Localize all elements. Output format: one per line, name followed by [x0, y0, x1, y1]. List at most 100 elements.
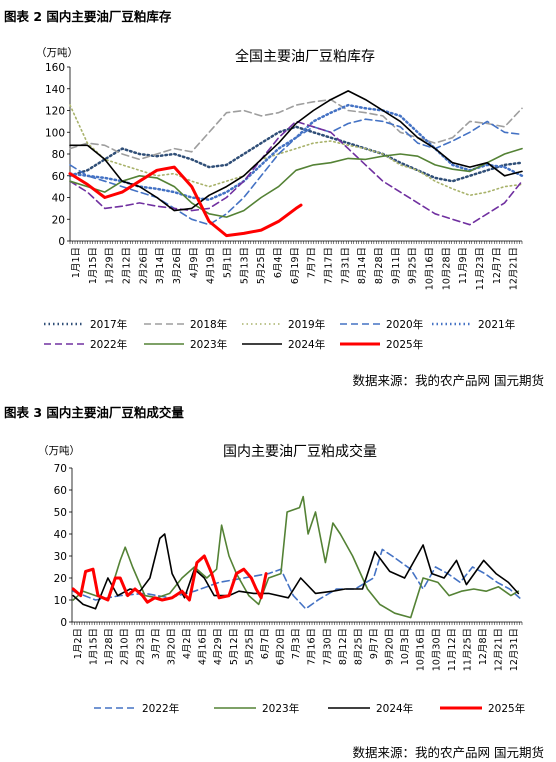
series-line-2019年 — [69, 104, 523, 197]
x-tick-label: 7月7日 — [307, 247, 318, 278]
series-line-2024年 — [72, 533, 520, 610]
x-tick-label: 6月20日 — [276, 628, 287, 665]
y-tick-label: 0 — [58, 236, 65, 248]
x-tick-label: 9月20日 — [385, 628, 396, 665]
x-tick-label: 1月15日 — [88, 247, 99, 284]
y-axis-unit: （万吨） — [36, 46, 78, 59]
source-note-1: 数据来源：我的农产品网 国元期货 — [352, 373, 544, 388]
legend-item: 2021年 — [432, 318, 515, 331]
series-line-2018年 — [69, 98, 523, 161]
x-tick-label: 10月3日 — [400, 628, 411, 665]
x-tick-label: 7月17日 — [323, 247, 334, 284]
legend-item: 2025年 — [340, 338, 423, 351]
x-tick-label: 1月15日 — [89, 628, 100, 665]
x-tick-label: 8月25日 — [353, 628, 364, 665]
x-tick-label: 5月25日 — [256, 247, 267, 284]
legend-item: 2025年 — [440, 702, 525, 715]
legend-label: 2024年 — [376, 702, 413, 715]
x-tick-label: 7月30日 — [322, 628, 333, 665]
y-tick-label: 0 — [60, 617, 67, 629]
x-tick-label: 2月10日 — [120, 628, 131, 665]
y-axis-unit: （万吨） — [38, 444, 80, 457]
y-tick-label: 160 — [45, 62, 65, 74]
x-tick-label: 10月28日 — [441, 247, 452, 290]
x-tick-label: 8月28日 — [374, 247, 385, 284]
inventory-chart: 全国主要油厂豆粕库存 （万吨） 0 20 40 60 80 100 120 140 160 1月1日 1… — [36, 46, 524, 351]
x-tick-label: 9月11日 — [391, 247, 402, 284]
series-line-2021年 — [68, 103, 524, 201]
x-tick-label: 1月29日 — [105, 247, 116, 284]
x-tick-label: 10月16日 — [424, 247, 435, 290]
x-tick-label: 4月29日 — [213, 628, 224, 665]
x-tick-label: 9月25日 — [408, 247, 419, 284]
x-tick-label: 4月16日 — [198, 628, 209, 665]
x-tick-label: 12月8日 — [478, 628, 489, 665]
x-tick-label: 8月12日 — [338, 628, 349, 665]
chart-title: 全国主要油厂豆粕库存 — [235, 48, 375, 65]
x-tick-label: 11月12日 — [447, 628, 458, 671]
x-tick-label: 2月12日 — [121, 247, 132, 284]
y-tick-label: 60 — [54, 485, 67, 497]
legend-item: 2024年 — [328, 702, 413, 715]
x-tick-label: 5月1日 — [222, 247, 233, 278]
x-tick-label: 8月14日 — [357, 247, 368, 284]
x-tick-label: 6月19日 — [290, 247, 301, 284]
legend-item: 2017年 — [44, 318, 127, 331]
chart-title: 国内主要油厂豆粕成交量 — [223, 443, 377, 460]
x-tick-label: 5月12日 — [229, 628, 240, 665]
series-line-2024年 — [69, 90, 523, 212]
x-tick-label: 3月14日 — [155, 247, 166, 284]
x-tick-label: 3月7日 — [151, 628, 162, 659]
legend-item: 2024年 — [242, 338, 325, 351]
y-tick-label: 80 — [52, 149, 65, 161]
figure-3-label: 图表 3 国内主要油厂豆粕成交量 — [4, 405, 184, 420]
y-tick-label: 70 — [54, 463, 67, 475]
legend-item: 2019年 — [242, 318, 325, 331]
x-tick-label: 1月2日 — [73, 628, 84, 659]
y-tick-label: 100 — [45, 127, 65, 139]
x-tick-label: 12月21日 — [494, 628, 505, 671]
x-tick-label: 11月25日 — [462, 628, 473, 671]
x-tick-label: 9月7日 — [369, 628, 380, 659]
source-note-2: 数据来源：我的农产品网 国元期货 — [352, 745, 544, 760]
x-tick-label: 6月4日 — [273, 247, 284, 278]
legend-label: 2018年 — [190, 318, 227, 331]
series-line-2022年 — [69, 120, 523, 226]
figure-2-label: 图表 2 国内主要油厂豆粕库存 — [4, 9, 172, 24]
x-tick-label: 5月13日 — [239, 247, 250, 284]
x-tick-label: 12月31日 — [509, 628, 520, 671]
y-tick-label: 140 — [45, 84, 65, 96]
volume-chart: 国内主要油厂豆粕成交量 （万吨） 0 10 20 30 40 50 60 70 1月2日 1月15日 1… — [38, 443, 525, 715]
legend-item: 2023年 — [144, 338, 227, 351]
legend-item: 2020年 — [340, 318, 423, 331]
legend-label: 2025年 — [488, 702, 525, 715]
x-tick-label: 4月2日 — [182, 628, 193, 659]
legend-label: 2019年 — [288, 318, 325, 331]
x-tick-label: 2月26日 — [138, 247, 149, 284]
legend-label: 2024年 — [288, 338, 325, 351]
series-line-2025年 — [71, 554, 268, 604]
x-tick-label: 3月26日 — [172, 247, 183, 284]
x-tick-label: 11月23日 — [475, 247, 486, 290]
x-tick-label: 1月28日 — [104, 628, 115, 665]
y-tick-label: 10 — [54, 595, 67, 607]
x-tick-label: 10月16日 — [416, 628, 427, 671]
x-tick-label: 2月23日 — [135, 628, 146, 665]
series-line-2025年 — [68, 165, 303, 238]
x-tick-label: 11月9日 — [458, 247, 469, 284]
x-tick-label: 1月1日 — [71, 247, 82, 278]
y-tick-label: 40 — [52, 193, 65, 205]
legend-label: 2020年 — [386, 318, 423, 331]
legend-label: 2023年 — [262, 702, 299, 715]
x-tick-label: 7月16日 — [307, 628, 318, 665]
y-tick-label: 50 — [54, 507, 67, 519]
x-tick-label: 10月30日 — [431, 628, 442, 671]
legend-item: 2022年 — [94, 702, 179, 715]
legend-item: 2023年 — [214, 702, 299, 715]
y-tick-label: 20 — [52, 214, 65, 226]
x-tick-label: 7月3日 — [291, 628, 302, 659]
series-line-2022年 — [72, 548, 523, 610]
y-tick-label: 120 — [45, 106, 65, 118]
series-line-2017年 — [68, 125, 524, 183]
x-tick-label: 3月20日 — [166, 628, 177, 665]
